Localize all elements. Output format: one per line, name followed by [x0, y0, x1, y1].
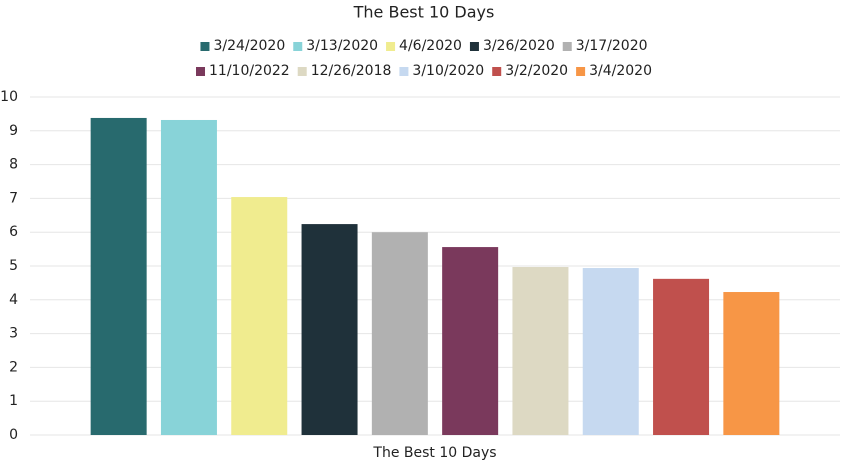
legend-swatch: [386, 42, 396, 51]
bar: [90, 117, 147, 436]
legend-label: 3/17/2020: [576, 38, 648, 54]
bar: [442, 247, 499, 435]
legend-label: 4/6/2020: [399, 38, 462, 54]
bar: [371, 232, 428, 435]
y-tick-label: 2: [9, 359, 18, 375]
y-tick-label: 1: [9, 393, 18, 409]
y-tick-label: 8: [9, 157, 18, 173]
y-tick-label: 9: [9, 123, 18, 139]
legend-label: 3/2/2020: [505, 63, 568, 79]
y-tick-label: 4: [9, 292, 18, 308]
x-tick-label: The Best 10 Days: [372, 445, 496, 461]
y-tick-label: 0: [9, 427, 18, 443]
bar: [301, 224, 358, 435]
bar: [231, 197, 288, 435]
legend-label: 3/24/2020: [213, 38, 285, 54]
legend-label: 12/26/2018: [311, 63, 392, 79]
legend-label: 3/4/2020: [589, 63, 652, 79]
legend-swatch: [469, 42, 479, 51]
legend-label: 11/10/2022: [209, 63, 290, 79]
legend-swatch: [200, 42, 210, 51]
legend-swatch: [293, 42, 303, 51]
bar: [723, 292, 780, 435]
y-tick-label: 10: [0, 89, 18, 105]
chart-title: The Best 10 Days: [353, 3, 495, 22]
legend-swatch: [399, 67, 409, 76]
legend-swatch: [576, 67, 586, 76]
y-tick-label: 7: [9, 190, 18, 206]
y-tick-label: 6: [9, 224, 18, 240]
legend-label: 3/10/2020: [412, 63, 484, 79]
legend-swatch: [196, 67, 206, 76]
legend-swatch: [562, 42, 572, 51]
y-tick-label: 5: [9, 258, 18, 274]
bar: [582, 268, 639, 435]
bar: [512, 267, 569, 435]
legend-swatch: [492, 67, 502, 76]
y-tick-label: 3: [9, 326, 18, 342]
legend-label: 3/26/2020: [483, 38, 555, 54]
bar: [653, 278, 710, 435]
legend-swatch: [297, 67, 307, 76]
legend-label: 3/13/2020: [306, 38, 378, 54]
bar: [160, 119, 217, 435]
